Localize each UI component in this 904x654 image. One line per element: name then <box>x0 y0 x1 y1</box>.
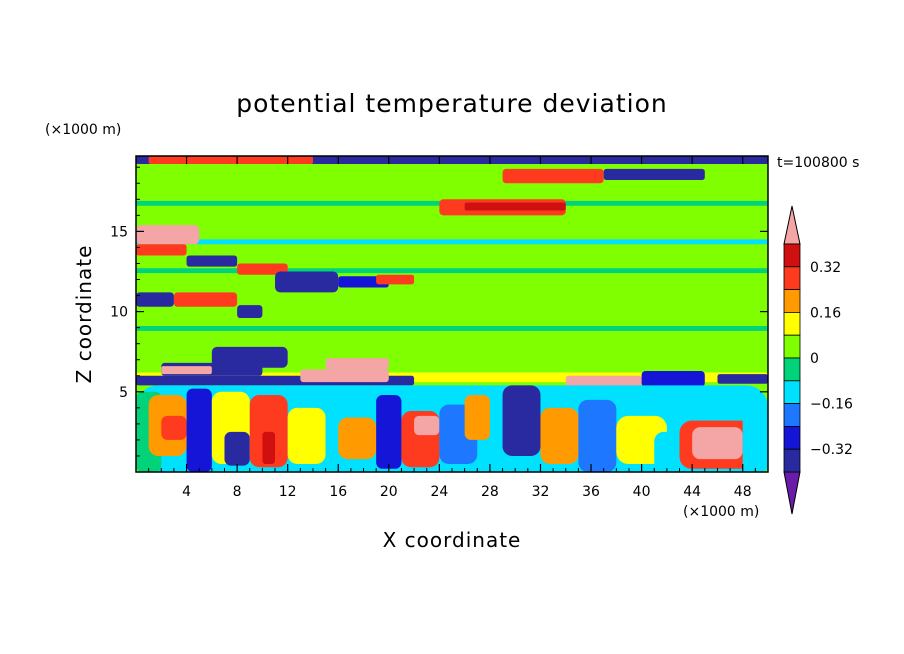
contour-region <box>376 395 402 469</box>
contour-region <box>502 168 604 184</box>
contour-region <box>338 276 389 288</box>
colorbar-swatch <box>783 448 801 473</box>
contour-region <box>211 346 288 368</box>
y-tick-label: 10 <box>110 305 128 321</box>
contour-region <box>136 305 768 310</box>
colorbar-swatch <box>783 334 801 359</box>
contour-region <box>186 255 238 267</box>
chart-title: potential temperature deviation <box>236 89 667 118</box>
y-axis-label: Z coordinate <box>72 245 96 384</box>
contour-region <box>161 366 212 375</box>
y-tick-label: 15 <box>110 224 128 240</box>
contour-region <box>136 287 768 293</box>
x-tick-label: 20 <box>380 484 398 500</box>
y-tick-label: 5 <box>119 385 128 401</box>
contour-region <box>237 305 263 319</box>
x-tick-label: 12 <box>279 484 297 500</box>
contour-region <box>186 388 212 472</box>
contour-region <box>603 168 705 181</box>
x-tick-label: 44 <box>683 484 701 500</box>
colorbar: 0.32 0.16 0 −0.16 −0.32 <box>783 205 853 515</box>
colorbar-extend-high <box>783 205 801 245</box>
contour-region <box>742 399 768 472</box>
x-tick-label: 4 <box>182 484 191 500</box>
contour-region <box>376 274 415 285</box>
colorbar-swatch <box>783 289 801 313</box>
contour-region <box>414 415 440 436</box>
time-label: t=100800 s <box>777 155 859 171</box>
colorbar-swatch <box>783 243 801 268</box>
colorbar-label: 0.32 <box>810 260 841 276</box>
y-unit-label: (×1000 m) <box>45 122 121 138</box>
colorbar-extend-low <box>783 471 801 515</box>
x-tick-label: 32 <box>532 484 550 500</box>
contour-region <box>464 395 490 440</box>
colorbar-label: 0 <box>810 351 819 367</box>
contour-region <box>578 399 617 472</box>
contour-region <box>502 385 541 456</box>
contour-region <box>136 239 768 245</box>
y-axis: 5 10 15 <box>110 166 768 457</box>
contour-region <box>262 431 276 464</box>
contour-region <box>136 244 187 256</box>
contour-region <box>540 407 579 464</box>
x-axis: 4 8 12 16 20 24 28 32 36 40 44 48 <box>148 156 756 500</box>
contour-region <box>287 407 326 464</box>
contour-region <box>237 263 288 275</box>
contour-region <box>717 374 768 384</box>
colorbar-swatch <box>783 266 801 290</box>
contour-region <box>136 224 200 245</box>
field-layer <box>136 156 768 472</box>
contour-region <box>136 268 768 274</box>
colorbar-swatch <box>783 311 801 336</box>
x-tick-label: 28 <box>481 484 499 500</box>
x-tick-label: 36 <box>582 484 600 500</box>
contour-region <box>464 202 566 211</box>
colorbar-label: −0.16 <box>810 397 853 413</box>
contour-region <box>136 326 768 331</box>
contour-region <box>641 370 705 387</box>
x-tick-label: 48 <box>734 484 752 500</box>
contour-region <box>148 156 313 165</box>
x-axis-label: X coordinate <box>383 528 522 552</box>
contour-region <box>338 417 377 460</box>
x-tick-label: 24 <box>430 484 448 500</box>
colorbar-swatch <box>783 380 801 404</box>
contour-region <box>565 375 642 387</box>
x-tick-label: 16 <box>329 484 347 500</box>
x-unit-label: (×1000 m) <box>683 504 759 520</box>
x-tick-label: 8 <box>233 484 242 500</box>
contour-region <box>692 427 743 460</box>
colorbar-label: 0.16 <box>810 305 841 321</box>
contour-region <box>275 271 339 293</box>
colorbar-swatch <box>783 403 801 427</box>
contour-region <box>161 415 187 440</box>
contour-region <box>224 431 250 466</box>
contour-region <box>173 292 238 307</box>
contour-region <box>136 292 174 307</box>
colorbar-swatch <box>783 425 801 450</box>
contour-region <box>300 369 389 383</box>
contour-region <box>249 395 288 468</box>
contour-region <box>325 358 389 370</box>
colorbar-label: −0.32 <box>810 442 853 458</box>
x-tick-label: 40 <box>633 484 651 500</box>
colorbar-swatch <box>783 357 801 382</box>
